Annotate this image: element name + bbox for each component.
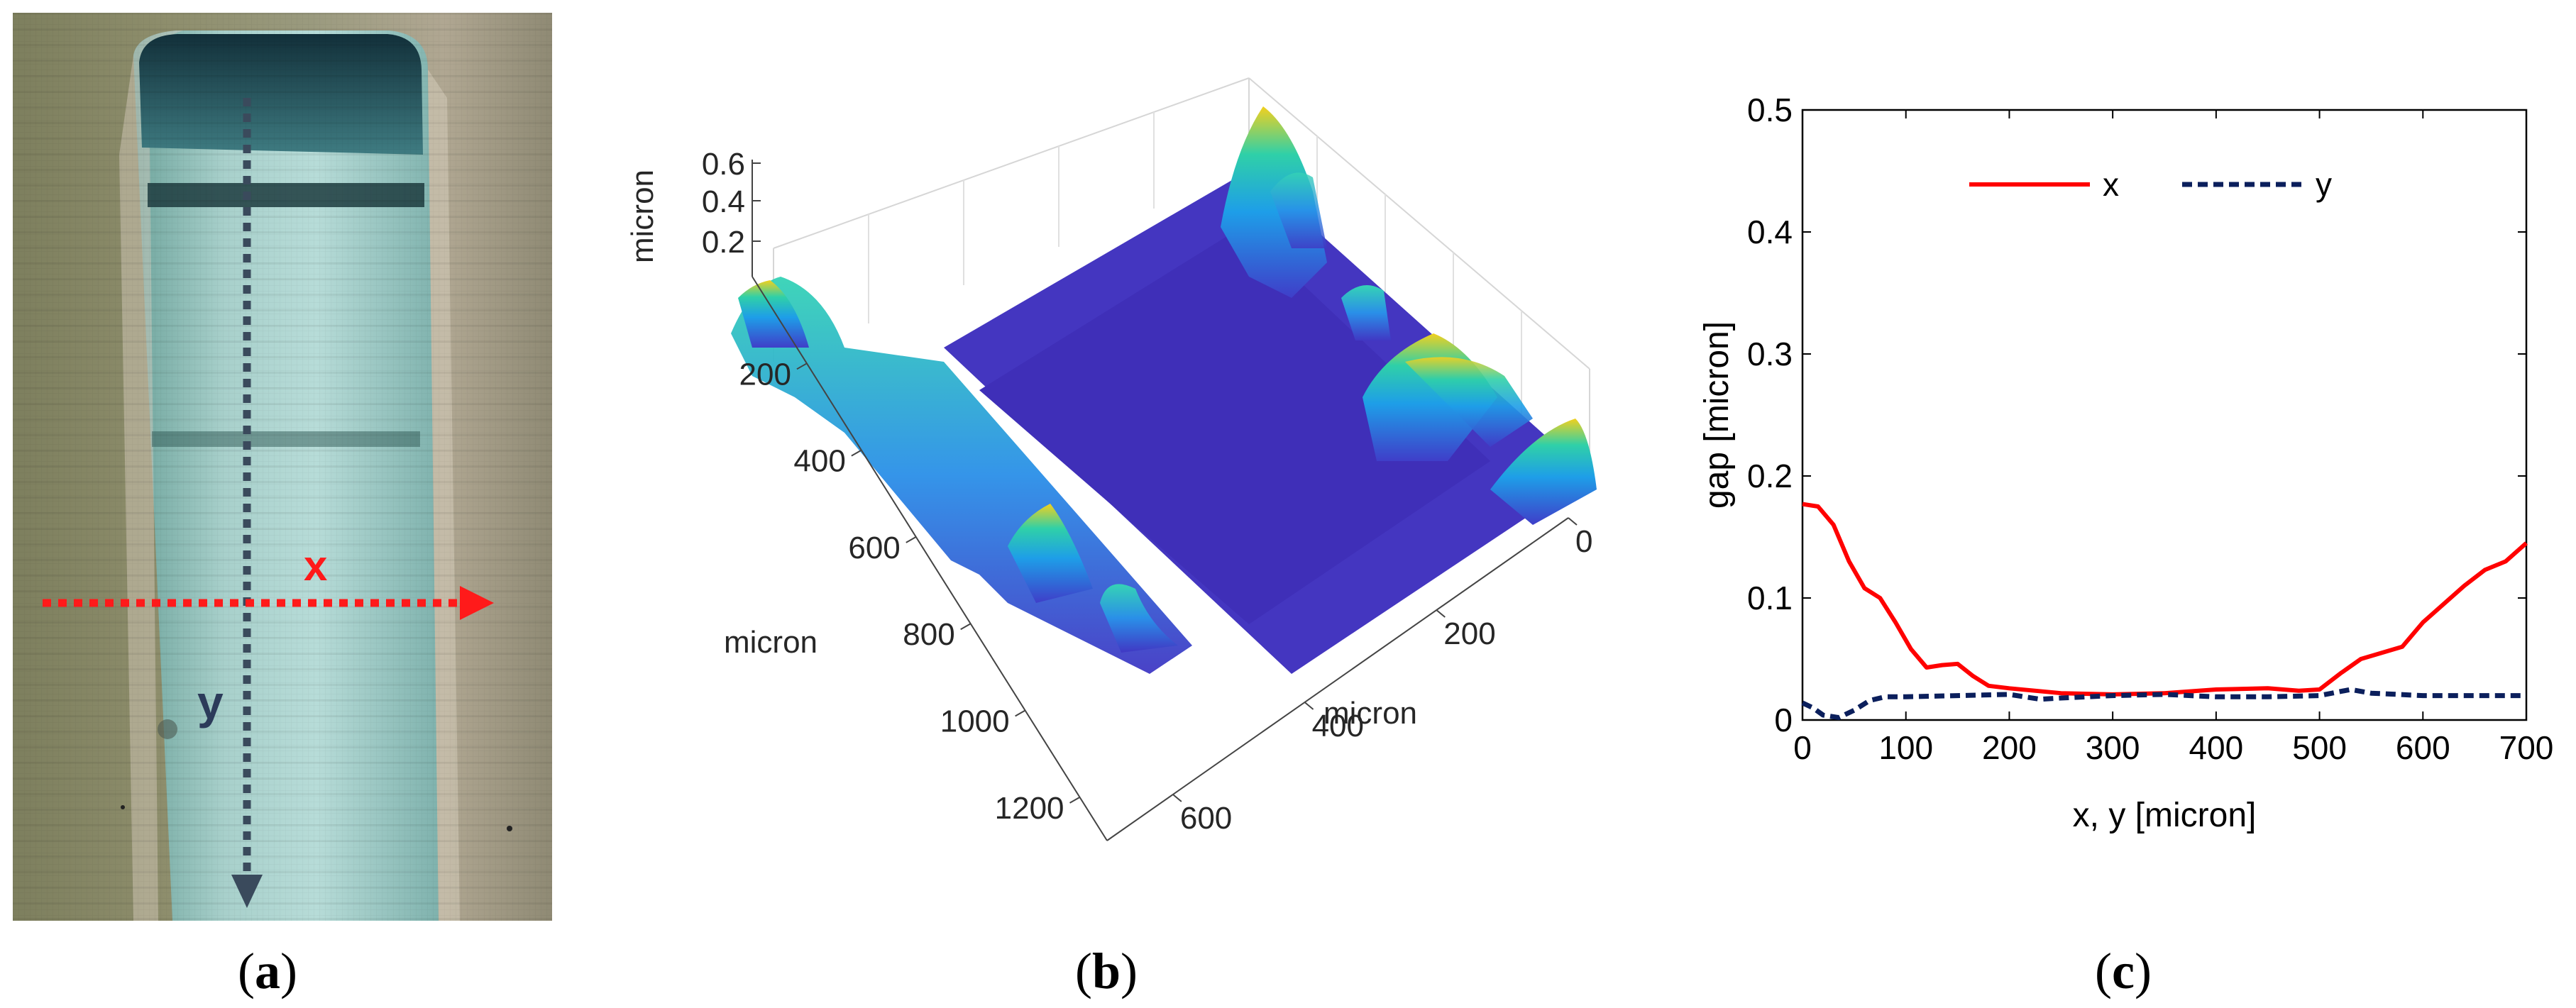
x-tick-mark (1304, 702, 1314, 710)
x-tick-label: 0 (1575, 524, 1592, 559)
y-tick-mark (796, 362, 808, 370)
caption-b: (b) (1075, 943, 1138, 999)
x-tick-label: 700 (2499, 729, 2554, 766)
legend-label-y: y (2316, 166, 2332, 203)
x-tick-label: 500 (2292, 729, 2347, 766)
y-tick-label: 400 (793, 444, 845, 479)
gap-line-chart-panel: 0 0.1 0.2 0.3 0.4 0.5 0 100 200 300 400 500 600 700 x,… (1689, 78, 2562, 894)
surface-ridges (731, 106, 1597, 674)
x-axis-marker: x (304, 542, 327, 589)
micrograph-panel: x y (13, 13, 552, 921)
x-tick-label: 200 (1982, 729, 2037, 766)
series-line-y (1801, 687, 2526, 721)
surface-plot-panel: 0.2 0.4 0.6 micron 200 400 600 800 1000 1200 micro… (610, 64, 1646, 901)
y-tick-mark (1069, 796, 1081, 804)
micrograph-image: x y (13, 13, 552, 921)
y-axis-label: micron (724, 625, 818, 660)
surface-grid-line (773, 77, 1250, 249)
gap-line-chart: 0 0.1 0.2 0.3 0.4 0.5 0 100 200 300 400 500 600 700 x,… (1698, 92, 2554, 834)
x-tick-label: 600 (2396, 729, 2450, 766)
y-axis-line (752, 276, 1108, 841)
surface-plot: 0.2 0.40.6 micron 200 400 600 800 1000 1200 micro… (625, 77, 1597, 841)
y-tick-mark (1015, 709, 1026, 717)
z-tick-label: 0.4 (702, 184, 745, 219)
y-tick-mark (906, 536, 917, 543)
x-tick-mark (1172, 794, 1182, 802)
y-tick-label: 0.2 (1747, 458, 1793, 494)
x-tick-label: 300 (2086, 729, 2140, 766)
y-tick-label: 0 (1774, 702, 1793, 738)
x-tick-label: 100 (1878, 729, 1933, 766)
x-tick-label: 600 (1180, 801, 1232, 836)
z-tick-label: 0.2 (702, 225, 745, 260)
x-axis-label: x, y [micron] (2073, 797, 2257, 834)
z-tick-label: 0.6 (702, 147, 745, 182)
x-axis-label: micron (1323, 696, 1417, 731)
plot-frame (1801, 109, 2528, 721)
x-tick-label: 0 (1793, 729, 1812, 766)
x-arrowhead-icon (460, 586, 494, 620)
x-tick-mark (1568, 517, 1578, 526)
y-tick-label: 1200 (995, 791, 1064, 826)
y-tick-label: 600 (848, 531, 900, 565)
surface-center (979, 227, 1490, 624)
x-axis-line (1106, 517, 1569, 841)
y-tick-label: 0.3 (1747, 336, 1793, 372)
y-tick-label: 200 (739, 357, 791, 392)
y-axis-marker: y (197, 676, 224, 729)
z-axis-label: micron (625, 170, 660, 263)
y-tick-label: 0.5 (1747, 92, 1793, 128)
x-tick-label: 400 (2189, 729, 2243, 766)
y-tick-mark (851, 449, 862, 457)
y-tick-mark (960, 623, 971, 631)
x-tick-label: 400 (1312, 709, 1364, 743)
surface-grid-line (1248, 77, 1590, 370)
legend-label-x: x (2103, 166, 2119, 203)
x-tick-mark (1436, 609, 1446, 618)
y-axis-label: gap [micron] (1698, 321, 1736, 509)
x-tick-label: 200 (1443, 616, 1495, 651)
y-tick-label: 1000 (940, 704, 1010, 739)
caption-a: (a) (238, 943, 297, 999)
y-arrowhead-icon (231, 875, 263, 908)
y-tick-label: 800 (903, 617, 954, 652)
y-tick-label: 0.4 (1747, 214, 1793, 250)
caption-c: (c) (2095, 943, 2152, 999)
y-tick-label: 0.1 (1747, 580, 1793, 616)
